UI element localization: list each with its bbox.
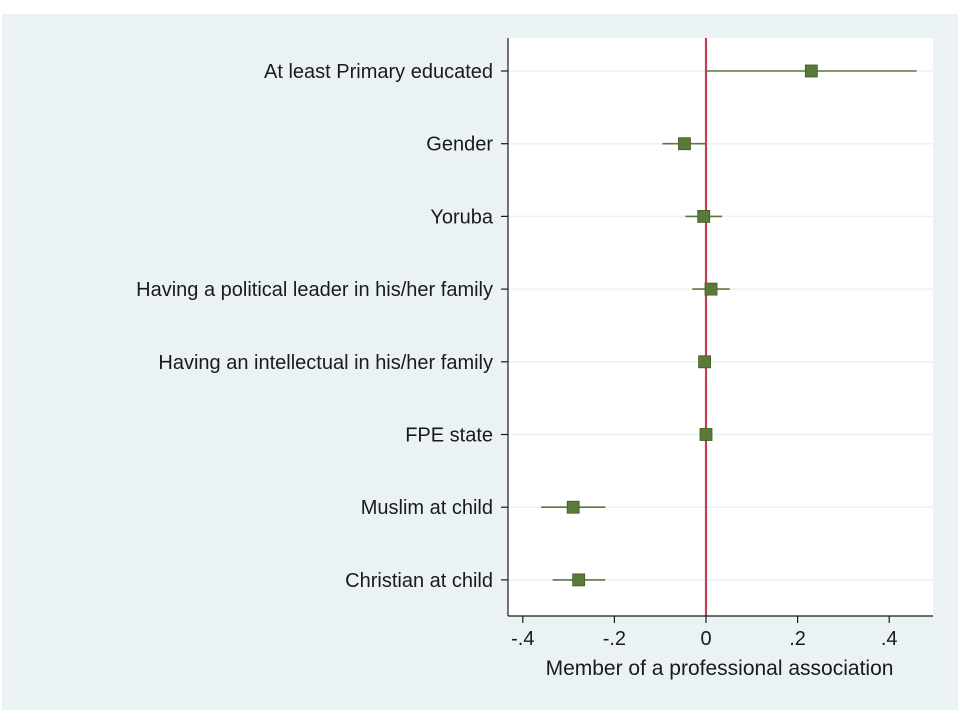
labels: -.4 -.2 0 .2 .4 Member of a professional asso… [136,61,897,680]
category-label: FPE state [405,425,493,447]
estimate-marker-1 [678,137,691,151]
estimate-marker-5 [699,428,713,441]
category-label: At least Primary educated [264,61,493,83]
plot-area [508,38,933,616]
x-tick-label: -.2 [603,628,626,650]
estimate-marker-0 [804,64,818,78]
x-tick-label: .2 [789,628,806,650]
x-tick-label: -.4 [511,628,534,650]
point-estimates [566,64,818,587]
estimate-marker-3 [704,282,718,296]
estimate-marker-2 [697,209,711,223]
estimate-marker-7 [572,573,586,587]
category-label: Having an intellectual in his/her family [158,352,493,374]
x-tick-label: 0 [700,628,711,650]
x-tick-label: .4 [881,628,898,650]
category-label: Yoruba [430,206,494,228]
axes [501,38,933,623]
estimate-marker-6 [566,500,580,514]
category-label: Muslim at child [361,497,493,519]
category-label: Christian at child [345,570,493,592]
category-label: Gender [426,134,493,156]
estimate-marker-4 [698,355,712,369]
category-label: Having a political leader in his/her fam… [136,279,493,301]
x-axis-title: Member of a professional association [546,657,894,680]
